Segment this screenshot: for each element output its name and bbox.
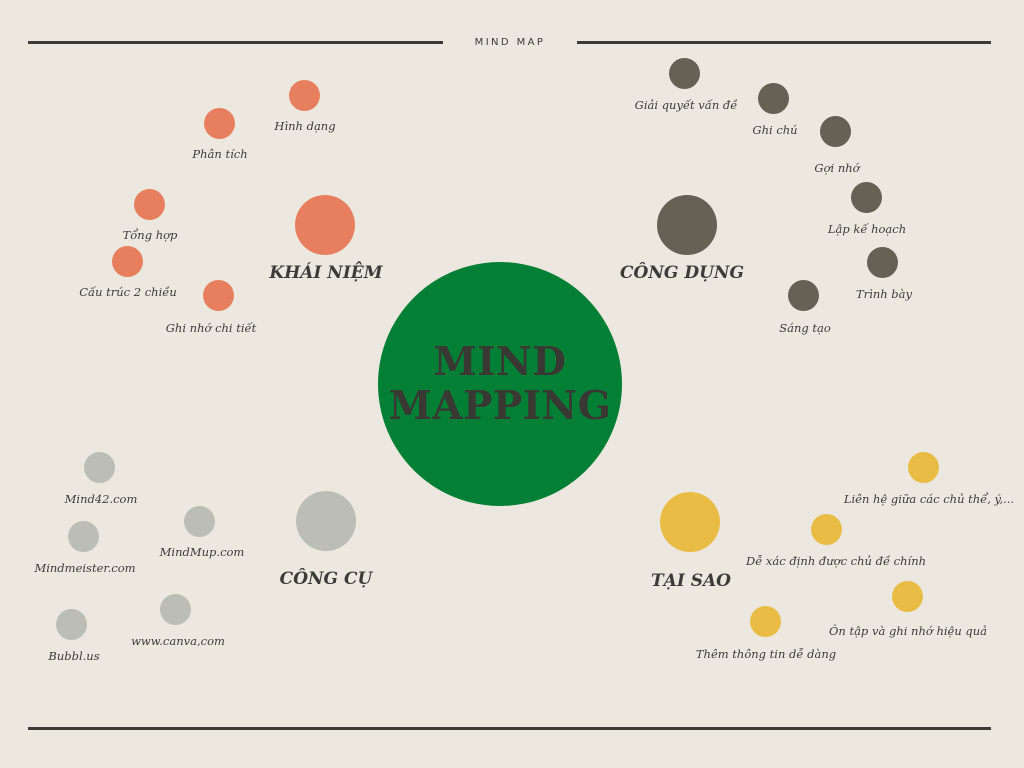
leaf-node-khai-niem-1 <box>289 80 320 111</box>
leaf-node-khai-niem-4 <box>112 246 143 277</box>
leaf-label-cong-dung-4: Lập kế hoạch <box>827 222 907 236</box>
branch-title-khai-niem: KHÁI NIỆM <box>269 263 383 283</box>
leaf-node-tai-sao-4 <box>750 606 781 637</box>
header-rule-right <box>577 41 991 44</box>
leaf-node-cong-dung-6 <box>788 280 819 311</box>
leaf-node-tai-sao-3 <box>892 581 923 612</box>
leaf-node-cong-cu-3 <box>68 521 99 552</box>
leaf-node-cong-dung-3 <box>820 116 851 147</box>
leaf-label-cong-cu-4: www.canva,com <box>131 634 225 648</box>
leaf-label-khai-niem-3: Tổng hợp <box>122 228 178 242</box>
central-topic-title: MIND MAPPING <box>388 339 612 429</box>
leaf-label-cong-cu-1: Mind42.com <box>64 492 138 506</box>
leaf-label-tai-sao-1: Liên hệ giữa các chủ thể, ý,... <box>843 492 1015 506</box>
leaf-node-cong-cu-4 <box>160 594 191 625</box>
leaf-label-cong-dung-3: Gợi nhớ <box>814 161 860 175</box>
branch-title-cong-cu: CÔNG CỤ <box>279 569 373 589</box>
leaf-label-cong-dung-5: Trình bày <box>855 287 913 301</box>
leaf-label-cong-cu-3: Mindmeister.com <box>34 561 136 575</box>
leaf-label-cong-cu-5: Bubbl.us <box>48 649 100 663</box>
leaf-node-cong-dung-4 <box>851 182 882 213</box>
leaf-label-khai-niem-2: Phân tích <box>192 147 248 161</box>
leaf-node-khai-niem-2 <box>204 108 235 139</box>
leaf-label-tai-sao-4: Thêm thông tin dễ dàng <box>695 647 837 661</box>
branch-title-cong-dung: CÔNG DỤNG <box>620 263 744 283</box>
leaf-node-tai-sao-1 <box>908 452 939 483</box>
leaf-node-cong-cu-2 <box>184 506 215 537</box>
leaf-node-tai-sao-2 <box>811 514 842 545</box>
footer-rule <box>28 727 991 730</box>
leaf-label-khai-niem-5: Ghi nhớ chi tiết <box>165 321 257 335</box>
leaf-node-cong-cu-1 <box>84 452 115 483</box>
branch-hub-khai-niem <box>295 195 355 255</box>
leaf-node-cong-dung-5 <box>867 247 898 278</box>
leaf-label-tai-sao-2: Dễ xác định được chủ đề chính <box>745 554 927 568</box>
header-title: MIND MAP <box>474 37 546 48</box>
header-rule-left <box>28 41 443 44</box>
leaf-label-khai-niem-1: Hình dạng <box>274 119 336 133</box>
leaf-label-khai-niem-4: Cấu trúc 2 chiều <box>79 285 177 299</box>
branch-hub-cong-cu <box>296 491 356 551</box>
branch-hub-tai-sao <box>660 492 720 552</box>
leaf-label-cong-dung-2: Ghi chú <box>752 123 798 137</box>
leaf-node-cong-dung-1 <box>669 58 700 89</box>
leaf-node-cong-cu-5 <box>56 609 87 640</box>
leaf-label-tai-sao-3: Ôn tập và ghi nhớ hiệu quả <box>828 624 988 638</box>
branch-title-tai-sao: TẠI SAO <box>651 571 731 591</box>
leaf-node-cong-dung-2 <box>758 83 789 114</box>
leaf-label-cong-cu-2: MindMup.com <box>159 545 245 559</box>
leaf-label-cong-dung-1: Giải quyết vấn đề <box>634 98 738 112</box>
central-topic-node: MIND MAPPING <box>378 262 622 506</box>
branch-hub-cong-dung <box>657 195 717 255</box>
leaf-node-khai-niem-5 <box>203 280 234 311</box>
leaf-label-cong-dung-6: Sáng tạo <box>779 321 831 335</box>
leaf-node-khai-niem-3 <box>134 189 165 220</box>
